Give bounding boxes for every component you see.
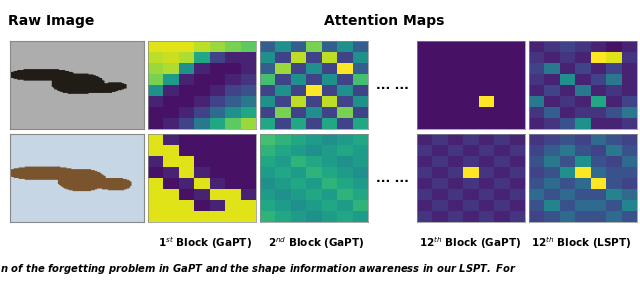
Text: 2$^{nd}$ Block (GaPT): 2$^{nd}$ Block (GaPT)	[268, 235, 364, 251]
Text: $\bfit{n}$ $\bfit{of}$ $\bfit{the}$ $\bfit{forgetting}$ $\bfit{problem}$ $\bfit{: $\bfit{n}$ $\bfit{of}$ $\bfit{the}$ $\bf…	[0, 262, 517, 276]
Text: 12$^{th}$ Block (GaPT): 12$^{th}$ Block (GaPT)	[419, 235, 521, 251]
Text: Raw Image: Raw Image	[8, 15, 94, 28]
Text: ... ...: ... ...	[376, 172, 409, 185]
Text: Attention Maps: Attention Maps	[324, 15, 444, 28]
Text: ... ...: ... ...	[376, 79, 409, 92]
Text: 12$^{th}$ Block (LSPT): 12$^{th}$ Block (LSPT)	[531, 235, 632, 251]
Text: 1$^{st}$ Block (GaPT): 1$^{st}$ Block (GaPT)	[157, 235, 252, 251]
